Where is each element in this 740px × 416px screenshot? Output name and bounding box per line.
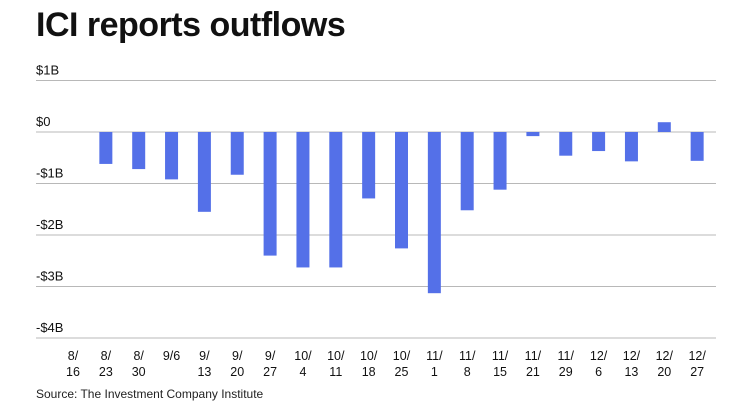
x-tick-label: 8/	[133, 349, 144, 363]
x-tick-label: 11/	[558, 349, 575, 363]
x-tick-label: 10/	[360, 349, 378, 363]
source-note: Source: The Investment Company Institute	[36, 387, 264, 401]
x-tick-label: 8/	[68, 349, 79, 363]
bar	[690, 132, 704, 161]
y-tick-label: -$1B	[36, 166, 63, 181]
x-tick-label: 20	[230, 365, 244, 379]
x-tick-label: 6	[595, 365, 602, 379]
x-tick-label: 11/	[492, 349, 509, 363]
x-tick-label: 18	[362, 365, 376, 379]
x-tick-label: 13	[197, 365, 211, 379]
x-tick-label: 12/	[656, 349, 674, 363]
x-tick-label: 23	[99, 365, 113, 379]
bar	[362, 132, 376, 199]
x-tick-label: 21	[526, 365, 540, 379]
y-tick-label: -$2B	[36, 217, 63, 232]
x-tick-label: 10/	[294, 349, 312, 363]
bar	[99, 132, 113, 164]
bar	[460, 132, 474, 211]
bar	[197, 132, 211, 212]
chart-title: ICI reports outflows	[36, 6, 346, 44]
x-axis-labels: 8/168/238/309/6 9/139/209/2710/410/1110/1…	[66, 349, 706, 379]
x-tick-label: 9/6	[163, 349, 180, 363]
x-tick-label: 10/	[327, 349, 345, 363]
bar	[263, 132, 277, 256]
x-tick-label: 25	[395, 365, 409, 379]
x-tick-label: 9/	[199, 349, 210, 363]
x-tick-label: 29	[559, 365, 573, 379]
bar	[493, 132, 507, 190]
bar	[427, 132, 441, 294]
gridlines	[36, 80, 716, 339]
x-tick-label: 4	[299, 365, 306, 379]
x-tick-label: 12/	[688, 349, 706, 363]
x-tick-label: 16	[66, 365, 80, 379]
x-tick-label: 8/	[101, 349, 112, 363]
x-tick-label: 10/	[393, 349, 411, 363]
x-tick-label: 9/	[232, 349, 243, 363]
bar	[592, 132, 606, 152]
x-tick-label: 13	[624, 365, 638, 379]
x-tick-label: 11/	[426, 349, 443, 363]
bars	[99, 122, 704, 294]
x-tick-label: 27	[263, 365, 277, 379]
bar	[230, 132, 244, 175]
x-tick-label: 9/	[265, 349, 276, 363]
y-tick-label: $0	[36, 114, 50, 129]
x-tick-label: 1	[431, 365, 438, 379]
x-tick-label: 30	[132, 365, 146, 379]
bar	[132, 132, 146, 170]
x-tick-label: 27	[690, 365, 704, 379]
bar	[296, 132, 310, 268]
x-tick-label: 11/	[525, 349, 542, 363]
bar	[395, 132, 408, 249]
bar	[559, 132, 573, 156]
bar	[624, 132, 638, 162]
x-tick-label: 12/	[623, 349, 641, 363]
bar	[329, 132, 343, 268]
bar	[165, 132, 179, 180]
x-tick-label: 12/	[590, 349, 608, 363]
y-tick-label: -$3B	[36, 269, 63, 284]
x-tick-label: 11/	[459, 349, 476, 363]
x-tick-label: 8	[464, 365, 471, 379]
y-tick-label: $1B	[36, 63, 59, 78]
bar	[526, 132, 540, 137]
x-tick-label: 11	[329, 365, 342, 379]
y-tick-label: -$4B	[36, 320, 63, 335]
bar	[657, 122, 671, 132]
x-tick-label: 20	[657, 365, 671, 379]
x-tick-label: 15	[493, 365, 507, 379]
y-axis-labels: $1B $0 -$1B -$2B -$3B -$4B	[36, 63, 63, 336]
